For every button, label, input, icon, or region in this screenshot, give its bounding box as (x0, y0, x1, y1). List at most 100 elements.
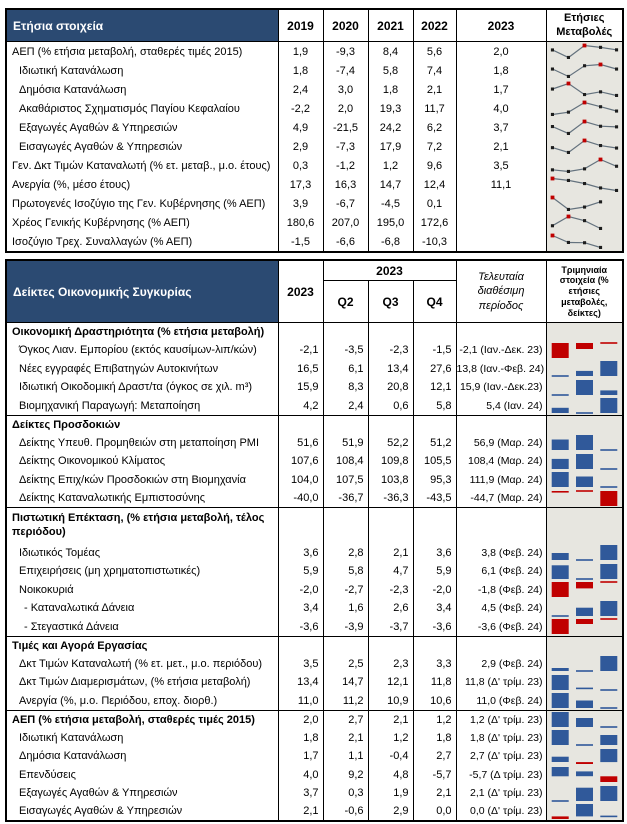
value-cell: -2,3 (367, 580, 414, 599)
value-cell (322, 322, 369, 341)
bar-chart-cell (545, 433, 624, 452)
table-row: Δκτ Τιμών Διαμερισμάτων, (% ετήσια μεταβ… (5, 673, 624, 692)
latest-period-cell: -3,6 (Φεβ. 24) (455, 617, 547, 636)
latest-period-cell: 2,9 (Φεβ. 24) (455, 654, 547, 673)
sparkline-cell (545, 80, 624, 99)
row-label: Ισοζύγιο Τρεχ. Συναλλαγών (% ΑΕΠ) (5, 232, 279, 252)
latest-period-cell: 111,9 (Μαρ. 24) (455, 470, 547, 489)
value-cell (412, 507, 457, 544)
value-cell: 3,6 (412, 543, 457, 562)
row-label: Εισαγωγές Αγαθών & Υπηρεσιών (5, 137, 279, 156)
year-header-2021: 2021 (367, 8, 414, 42)
bar-chart-cell (545, 580, 624, 599)
sparkline-chart (550, 100, 618, 116)
table-row: Εισαγωγές Αγαθών & Υπηρεσιών 2,1 -0,6 2,9 0,… (5, 802, 624, 821)
value-cell: 2,9 (367, 802, 414, 821)
bar-chart (551, 767, 618, 783)
table-row: Ακαθάριστος Σχηματισμός Παγίου Κεφαλαίου… (5, 99, 624, 118)
value-cell: 5,9 (412, 562, 457, 581)
row-label: Νέες εγγραφές Επιβατηγών Αυτοκινήτων (5, 359, 279, 378)
row-label: Ανεργία (%, μ.ο. Περιόδου, εποχ. διορθ.) (5, 691, 279, 710)
row-label: Ιδιωτική Κατανάλωση (5, 61, 279, 80)
value-cell: 6,2 (412, 118, 457, 137)
value-cell: -2,0 (412, 580, 457, 599)
value-cell: 4,0 (277, 765, 324, 784)
value-cell: -7,4 (322, 61, 369, 80)
value-cell: 15,9 (277, 378, 324, 397)
bar-chart (551, 453, 618, 470)
bar-chart-cell (545, 691, 624, 710)
row-label: Δείκτης Καταναλωτικής Εμπιστοσύνης (5, 489, 279, 508)
value-cell: 107,5 (322, 470, 369, 489)
value-cell: 2,1 (367, 543, 414, 562)
value-cell: 6,1 (322, 359, 369, 378)
bar-chart-cell (545, 765, 624, 784)
bar-chart-cell (545, 341, 624, 360)
sparkline-cell (545, 99, 624, 118)
latest-period-cell: 1,2 (Δ' τρίμ. 23) (455, 709, 547, 729)
quarterly-header-row-2: Q2 Q3 Q4 (6, 280, 623, 323)
row-label: Νοικοκυριά (5, 580, 279, 599)
value-cell: 195,0 (367, 213, 414, 232)
bar-chart (551, 730, 618, 747)
value-cell: 2,1 (412, 784, 457, 803)
latest-period-cell: 108,4 (Μαρ. 24) (455, 452, 547, 471)
quarter-header-q3: Q3 (367, 280, 414, 323)
sparkline-cell (545, 118, 624, 137)
value-cell: -3,5 (322, 341, 369, 360)
quarter-header-q2: Q2 (322, 280, 369, 323)
value-cell: 2,7 (322, 709, 369, 729)
value-cell: -43,5 (412, 489, 457, 508)
bar-chart (551, 341, 618, 358)
value-cell: 19,3 (367, 99, 414, 118)
table-row: Όγκος Λιαν. Εμπορίου (εκτός καυσίμων-λιπ… (5, 341, 624, 360)
row-label: Δκτ Τιμών Καταναλωτή (% ετ. μετ., μ.ο. π… (5, 654, 279, 673)
value-cell: 4,2 (277, 396, 324, 415)
latest-period-cell: 11,0 (Φεβ. 24) (455, 691, 547, 710)
bar-chart (551, 803, 618, 819)
latest-period-cell: -1,8 (Φεβ. 24) (455, 580, 547, 599)
bar-chart-cell (545, 359, 624, 378)
value-cell: 7,2 (412, 137, 457, 156)
value-cell (322, 507, 369, 544)
sparkline-chart (550, 62, 618, 78)
value-cell: 51,9 (322, 433, 369, 452)
value-cell (412, 414, 457, 434)
bar-chart-cell (545, 470, 624, 489)
table-row: Ανεργία (%, μέσο έτους) 17,3 16,3 14,7 12,4 1… (5, 175, 624, 194)
bar-chart-cell (545, 562, 624, 581)
value-cell: 52,2 (367, 433, 414, 452)
value-cell (277, 414, 324, 434)
latest-period-cell (455, 414, 547, 434)
sparkline-chart (550, 157, 618, 173)
bar-chart (551, 398, 618, 414)
sparkline-cell (545, 41, 624, 61)
bar-chart-cell (545, 543, 624, 562)
value-cell: 95,3 (412, 470, 457, 489)
row-label: Ιδιωτική Οικοδομική Δραστ/τα (όγκος σε χ… (5, 378, 279, 397)
table-row: Βιομηχανική Παραγωγή: Μεταποίηση 4,2 2,4 0,… (5, 396, 624, 415)
value-cell: 20,8 (367, 378, 414, 397)
value-cell: 2,1 (455, 137, 547, 156)
value-cell: 2,8 (322, 543, 369, 562)
quarter-header-q4: Q4 (412, 280, 457, 323)
value-cell: 51,2 (412, 433, 457, 452)
value-cell: 1,8 (277, 61, 324, 80)
latest-period-cell: 13,8 (Ιαν.-Φεβ. 24) (455, 359, 547, 378)
row-label: Ιδιωτικός Τομέας (5, 543, 279, 562)
bar-chart-cell (545, 489, 624, 508)
value-cell: 2,1 (412, 80, 457, 99)
table-row: Νοικοκυριά -2,0 -2,7 -2,3 -2,0 -1,8 (Φεβ. 24) (5, 580, 624, 599)
annual-data-table: Ετήσια στοιχεία 2019 2020 2021 2022 2023… (5, 8, 624, 253)
value-cell (455, 194, 547, 213)
value-cell (367, 414, 414, 434)
value-cell: 3,5 (277, 654, 324, 673)
value-cell: -21,5 (322, 118, 369, 137)
value-cell: 17,9 (367, 137, 414, 156)
bar-chart-cell (545, 728, 624, 747)
section-row: Οικονομική Δραστηριότητα (% ετήσια μεταβ… (5, 322, 624, 341)
row-label: Επιχειρήσεις (μη χρηματοπιστωτικές) (5, 562, 279, 581)
value-cell: 2,6 (367, 599, 414, 618)
value-cell: 2,5 (322, 654, 369, 673)
